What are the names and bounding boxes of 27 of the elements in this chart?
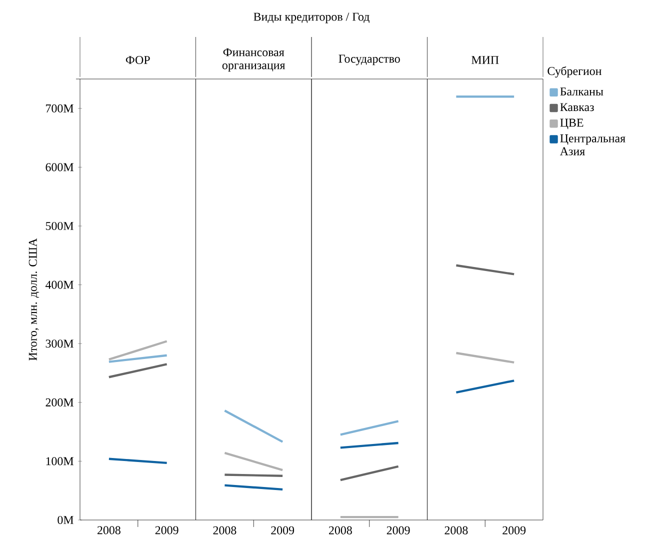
x-tick-label: 2008 xyxy=(213,526,236,534)
chart-title: Государство xyxy=(338,54,400,66)
chart-title: МИП xyxy=(472,56,499,64)
legend-label: ЦВЕ xyxy=(560,118,584,130)
y-tick-label: 200M xyxy=(46,398,74,406)
x-tick-label: 2009 xyxy=(502,526,526,534)
y-tick-label: 500M xyxy=(46,222,74,230)
y-tick-label: 400M xyxy=(45,280,74,289)
x-tick-label: 2009 xyxy=(155,526,178,534)
legend-label: Балканы xyxy=(560,88,604,96)
chart-title: Финансовая организация xyxy=(222,48,286,72)
legend-label: Кавказ xyxy=(560,103,594,112)
legend-label: Центральная Азия xyxy=(560,134,626,156)
y-tick-label: 600M xyxy=(46,163,74,172)
text: Виды кредиторов / Год xyxy=(254,12,370,24)
x-tick-label: 2008 xyxy=(98,526,120,534)
x-tick-label: 2008 xyxy=(329,526,352,534)
y-tick-label: 300M xyxy=(46,340,74,348)
y-tick-label: 100M xyxy=(46,457,74,466)
x-tick-label: 2009 xyxy=(386,526,410,534)
chart-title: ФОР xyxy=(126,56,150,64)
y-tick-label: 0M xyxy=(58,516,74,524)
legend-title: Субрегион xyxy=(548,66,602,78)
y-axis-title: Итого, млн. долл. США xyxy=(28,238,40,360)
x-tick-label: 2009 xyxy=(271,526,294,534)
x-tick-label: 2008 xyxy=(444,526,468,534)
y-tick-label: 700M xyxy=(46,104,74,112)
